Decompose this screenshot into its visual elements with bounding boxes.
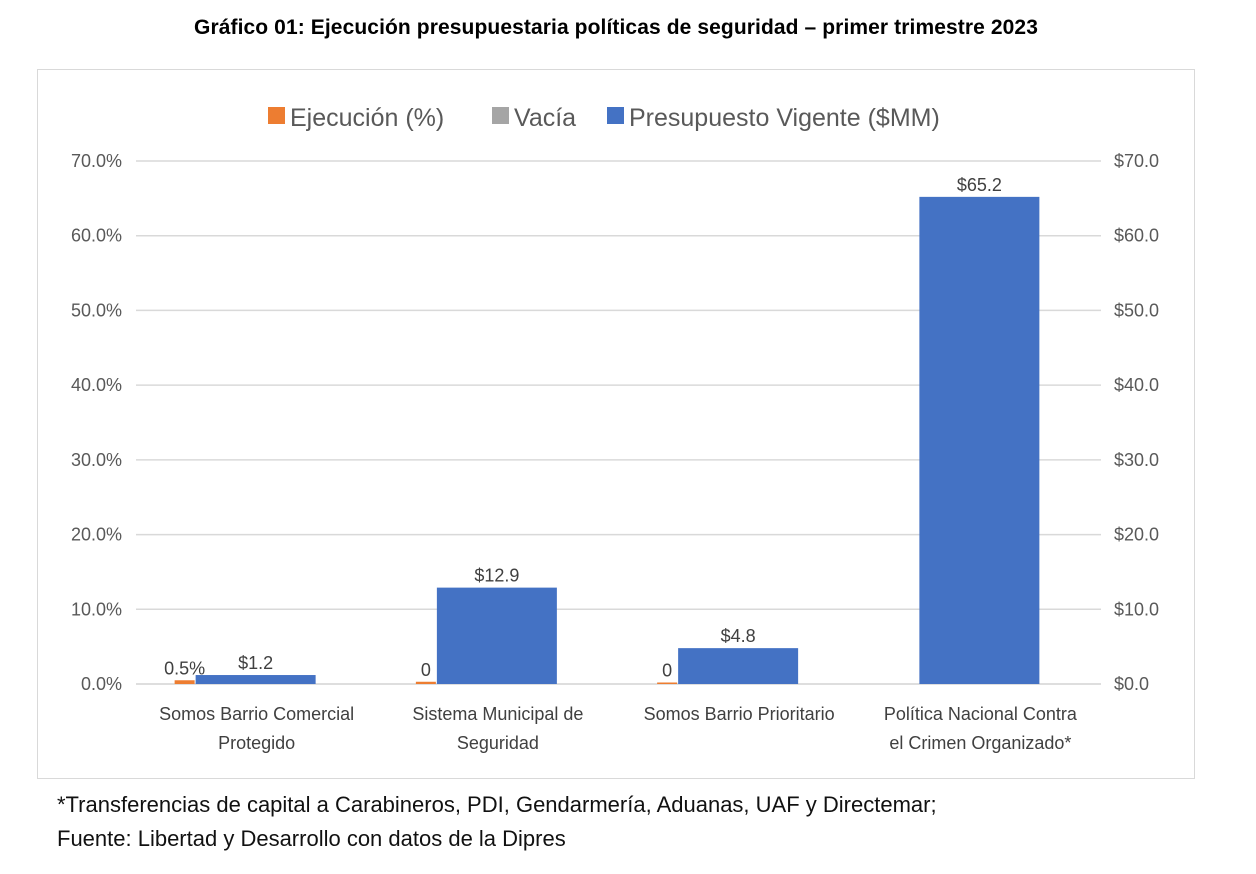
y-right-tick-label: $20.0 — [1114, 525, 1159, 545]
x-category-label: el Crimen Organizado* — [889, 733, 1071, 753]
y-left-tick-label: 20.0% — [71, 525, 122, 545]
data-label-presupuesto: $1.2 — [238, 653, 273, 673]
legend-label: Vacía — [514, 104, 576, 132]
y-right-tick-label: $40.0 — [1114, 375, 1159, 395]
bar-presupuesto — [919, 196, 1040, 684]
data-label-presupuesto: $12.9 — [474, 566, 519, 586]
legend-swatch — [492, 107, 509, 124]
bar-presupuesto — [195, 675, 316, 684]
data-label-presupuesto: $65.2 — [957, 175, 1002, 195]
data-label-ejecucion: 0 — [662, 661, 672, 681]
bar-presupuesto — [678, 648, 799, 684]
legend-label: Presupuesto Vigente ($MM) — [629, 104, 940, 132]
legend-swatch — [268, 107, 285, 124]
bar-presupuesto — [436, 587, 557, 684]
y-right-tick-label: $70.0 — [1114, 151, 1159, 171]
bar-ejecucion — [657, 682, 678, 684]
x-category-label: Seguridad — [457, 733, 539, 753]
y-left-tick-label: 50.0% — [71, 300, 122, 320]
chart-frame — [37, 69, 1195, 779]
data-label-ejecucion: 0 — [421, 660, 431, 680]
y-right-tick-label: $60.0 — [1114, 226, 1159, 246]
data-labels: 0.5% $1.2 0 $12.9 0 $4.8 $65.2 — [164, 175, 1002, 681]
x-category-label: Somos Barrio Comercial — [159, 704, 354, 724]
y-left-tick-label: 0.0% — [81, 674, 122, 694]
x-category-label: Sistema Municipal de — [412, 704, 583, 724]
y-left-tick-label: 40.0% — [71, 375, 122, 395]
y-right-tick-label: $10.0 — [1114, 599, 1159, 619]
legend: Ejecución (%) Vacía Presupuesto Vigente ($… — [268, 104, 940, 132]
x-category-label: Somos Barrio Prioritario — [644, 704, 835, 724]
bars — [174, 196, 1040, 684]
y-right-tick-label: $30.0 — [1114, 450, 1159, 470]
y-left-tick-label: 10.0% — [71, 599, 122, 619]
legend-label: Ejecución (%) — [290, 104, 444, 132]
y-right-tick-label: $50.0 — [1114, 300, 1159, 320]
legend-swatch — [607, 107, 624, 124]
y-left-tick-label: 70.0% — [71, 151, 122, 171]
y-right-tick-label: $0.0 — [1114, 674, 1149, 694]
y-left-tick-label: 30.0% — [71, 450, 122, 470]
bar-ejecucion — [174, 680, 195, 684]
chart-title: Gráfico 01: Ejecución presupuestaria pol… — [194, 16, 1038, 39]
x-category-label: Política Nacional Contra — [884, 704, 1078, 724]
axes: 0.0% 10.0% 20.0% 30.0% 40.0% 50.0% 60.0% 70.0% $… — [71, 151, 1159, 753]
footnote-source: Fuente: Libertad y Desarrollo con datos … — [57, 826, 566, 851]
x-category-label: Protegido — [218, 733, 295, 753]
bar-ejecucion — [415, 681, 436, 684]
data-label-ejecucion: 0.5% — [164, 658, 205, 678]
y-left-tick-label: 60.0% — [71, 226, 122, 246]
data-label-presupuesto: $4.8 — [721, 626, 756, 646]
footnote-transfers: *Transferencias de capital a Carabineros… — [57, 792, 937, 817]
